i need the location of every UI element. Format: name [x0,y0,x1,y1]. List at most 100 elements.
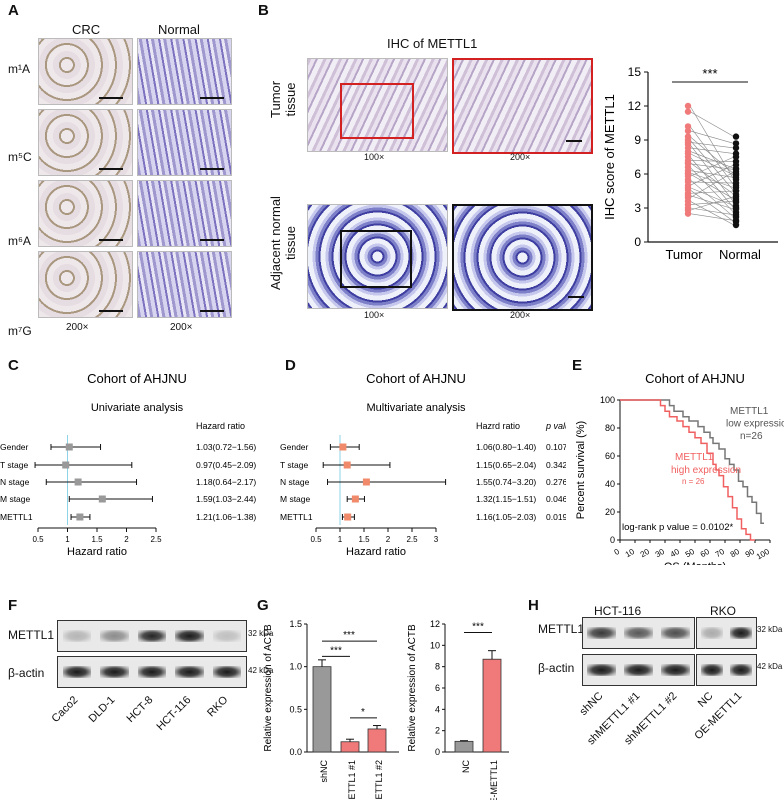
x-tick-label: 2 [124,535,129,544]
hr-marker [339,443,347,451]
blot-band [212,630,242,642]
pair-line [689,213,735,221]
row-m7g: m⁷G [8,324,32,338]
sig-right: *** [472,622,484,633]
y-axis-title: Percent survival (%) [575,421,587,519]
pair-line [689,156,735,177]
adjacent-normal-label: Adjacent normal tissue [268,196,298,290]
x-tick-label: 0.5 [310,535,322,544]
blot-band [700,664,723,676]
normal-point [732,193,740,200]
p-value: 0.342 [546,460,566,470]
pair-line [689,172,735,188]
tumor-point [684,210,692,217]
tumor-label-line2: tissue [283,82,298,117]
f-row-mettl1: METTL1 [8,628,55,642]
x-tick-label: 1 [338,535,343,544]
hr-value: 1.32(1.15−1.51) [476,494,536,504]
blot-band [624,627,653,639]
pair-line [689,111,735,137]
forest-plot-univariate: Cohort of AHJNU Univariate analysis Hazard… [0,371,256,558]
hr-value: 1.18(0.64−2.17) [196,477,256,487]
row-name: METTL1 [0,512,33,522]
forest-title: Cohort of AHJNU [87,371,187,386]
normal-point [732,168,740,175]
x-tick-label: 3 [434,535,439,544]
pair-line [689,173,735,200]
normal-100x-image [307,204,448,309]
blot-band [175,630,204,642]
col-crc: CRC [72,22,101,37]
pair-line [689,141,735,149]
pair-line [689,195,735,210]
pair-line [689,160,735,162]
h-kda-32: 32 kDa [757,625,783,634]
hr-marker [344,513,352,521]
hr-marker [362,478,370,486]
p-value: 0.019 [546,512,566,522]
hr-value: 1.15(0.65−2.04) [476,460,536,470]
y-tick-label: 100 [600,395,615,405]
y-tick-label: 12 [628,99,642,113]
y-tick-label: 6 [634,167,641,181]
y-tick-label: 8 [435,662,440,672]
y-tick-label: 6 [435,683,440,693]
sig-mid: *** [330,645,342,656]
logrank-p: log-rank p value = 0.0102* [622,522,733,533]
y-tick-label: 60 [605,451,615,461]
hr-value: 1.16(1.05−2.03) [476,512,536,522]
ihc-crc-m5c [38,109,133,176]
row-name: N stage [0,477,30,487]
mag-normal-100: 100× [364,310,385,320]
y-tick-label: 1.5 [289,619,302,629]
panel-label-d: D [285,357,296,374]
x-tick-label: 1.5 [91,535,103,544]
low-label-2: low expression [726,419,784,430]
hr-value: 1.55(0.74−3.20) [476,477,536,487]
h-blot1-mettl1 [582,617,695,649]
forest-title: Cohort of AHJNU [366,371,466,386]
lane-label: HCT-8 [124,694,156,725]
col-normal: Normal [158,22,200,37]
normal-point [732,198,740,205]
x-axis-title: OS (Months) [664,561,726,565]
sig-top: *** [343,630,355,641]
lane-label: shNC [577,690,605,718]
pair-line [689,139,735,192]
blot-band [587,664,616,676]
pair-line [689,190,735,194]
y-tick-label: 0 [634,235,641,249]
ihc-title: IHC of METTL1 [387,36,478,51]
bar [340,741,360,753]
x-axis-title: Hazard ratio [67,546,127,558]
pair-line [689,196,735,211]
pair-line [689,200,735,205]
y-axis-title-right: Relative expression of ACTB [407,624,418,752]
row-m5c: m⁵C [8,150,32,164]
blot-band [62,630,92,642]
blot-band [137,630,167,642]
f-kda-32: 32 kDa [248,629,274,638]
normal-point [732,205,740,213]
f-blot-mettl1 [57,620,247,652]
mag-tumor-100: 100× [364,152,385,162]
x-tick-label: 10 [624,547,637,560]
hr-value: 1.03(0.72−1.56) [196,442,256,452]
blot-band [62,666,92,678]
sig-stars: *** [702,66,717,81]
x-tick-label: shMETTL1 #1 [347,760,357,800]
y-tick-label: 0.0 [289,747,302,757]
hr-marker [65,443,73,451]
high-label-1: METTL1 [675,452,714,463]
low-n: n=26 [740,431,763,442]
hr-header: Hazrd ratio [476,421,520,431]
normal-point [732,153,740,161]
y-tick-label: 0 [435,747,440,757]
y-tick-label: 40 [605,479,615,489]
x-tick-label: 80 [729,547,742,560]
mag-a-left: 200× [66,322,89,333]
row-name: Gender [280,442,309,452]
x-tick-label: shMETTL1 #2 [374,760,384,800]
hr-value: 0.97(0.45−2.09) [196,460,256,470]
blot-band [700,627,723,639]
